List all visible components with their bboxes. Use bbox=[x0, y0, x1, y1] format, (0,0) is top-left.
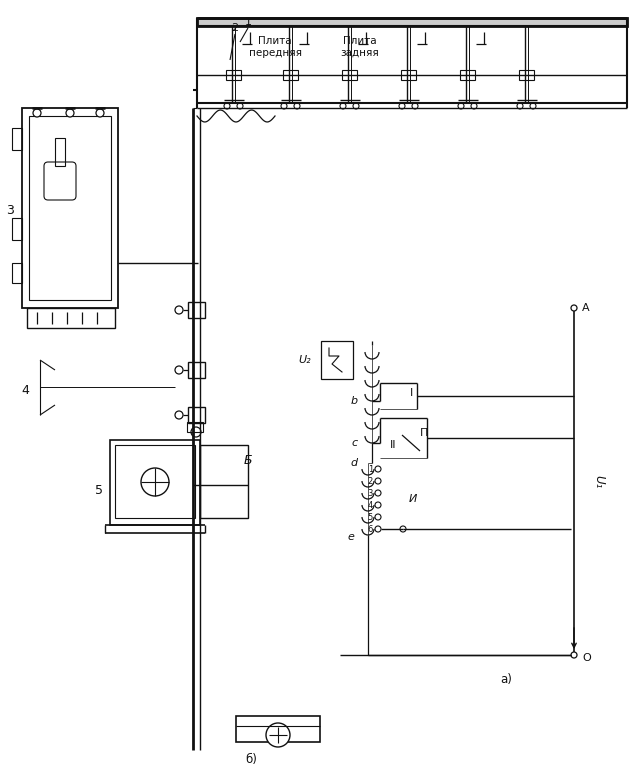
Circle shape bbox=[375, 478, 381, 484]
Circle shape bbox=[96, 109, 104, 117]
Text: И: И bbox=[409, 494, 417, 504]
Text: I: I bbox=[410, 388, 413, 398]
Text: а): а) bbox=[500, 673, 512, 686]
Bar bbox=[22, 108, 118, 308]
Text: Плита
задняя: Плита задняя bbox=[341, 36, 380, 58]
Bar bbox=[283, 70, 298, 80]
Text: 4: 4 bbox=[367, 500, 373, 510]
Circle shape bbox=[33, 109, 41, 117]
Circle shape bbox=[175, 306, 183, 314]
Bar bbox=[12, 218, 22, 240]
Bar bbox=[110, 440, 200, 525]
Circle shape bbox=[458, 103, 464, 109]
Bar bbox=[115, 445, 195, 518]
Bar bbox=[197, 18, 627, 26]
Circle shape bbox=[294, 103, 300, 109]
Bar bbox=[226, 70, 241, 80]
Text: 5: 5 bbox=[95, 483, 103, 496]
Text: 1: 1 bbox=[367, 465, 373, 473]
Text: б): б) bbox=[245, 753, 257, 767]
Circle shape bbox=[266, 723, 290, 747]
Text: 2: 2 bbox=[232, 23, 239, 33]
Bar bbox=[460, 70, 475, 80]
Circle shape bbox=[141, 468, 169, 496]
Bar bbox=[342, 70, 357, 80]
Text: U₁: U₁ bbox=[592, 475, 605, 488]
Bar bbox=[188, 362, 205, 378]
Bar bbox=[187, 422, 203, 432]
Text: Плита
передняя: Плита передняя bbox=[248, 36, 302, 58]
Text: b: b bbox=[351, 396, 358, 406]
Bar bbox=[188, 302, 205, 318]
Circle shape bbox=[517, 103, 523, 109]
Circle shape bbox=[412, 103, 418, 109]
Bar bbox=[12, 263, 22, 283]
Bar bbox=[519, 70, 534, 80]
Circle shape bbox=[400, 526, 406, 532]
Text: e: e bbox=[347, 532, 354, 542]
Text: П: П bbox=[420, 428, 428, 438]
Bar bbox=[200, 445, 248, 518]
Circle shape bbox=[375, 514, 381, 520]
Text: 5: 5 bbox=[367, 513, 373, 522]
Text: c: c bbox=[352, 438, 358, 448]
Circle shape bbox=[471, 103, 477, 109]
Text: 6: 6 bbox=[367, 524, 373, 533]
Text: 4: 4 bbox=[21, 384, 29, 397]
Circle shape bbox=[375, 526, 381, 532]
Bar bbox=[12, 128, 22, 150]
Circle shape bbox=[175, 366, 183, 374]
Bar bbox=[55, 138, 65, 166]
Text: O: O bbox=[582, 653, 591, 663]
Text: II: II bbox=[390, 440, 396, 450]
Circle shape bbox=[571, 652, 577, 658]
Circle shape bbox=[224, 103, 230, 109]
Circle shape bbox=[399, 103, 405, 109]
Text: 3: 3 bbox=[6, 204, 14, 216]
Bar bbox=[29, 116, 111, 300]
Bar bbox=[188, 407, 205, 423]
Text: 3: 3 bbox=[367, 489, 373, 497]
Circle shape bbox=[175, 411, 183, 419]
Bar bbox=[27, 308, 115, 328]
Bar bbox=[321, 341, 353, 379]
Circle shape bbox=[375, 490, 381, 496]
Circle shape bbox=[530, 103, 536, 109]
Circle shape bbox=[353, 103, 359, 109]
Circle shape bbox=[191, 427, 201, 437]
Text: Б: Б bbox=[244, 453, 252, 466]
Circle shape bbox=[281, 103, 287, 109]
Circle shape bbox=[66, 109, 74, 117]
Circle shape bbox=[237, 103, 243, 109]
Bar bbox=[236, 716, 320, 742]
Text: U₂: U₂ bbox=[299, 355, 311, 365]
Circle shape bbox=[571, 305, 577, 311]
Text: 1: 1 bbox=[244, 17, 251, 27]
Text: 2: 2 bbox=[367, 476, 373, 486]
Circle shape bbox=[375, 502, 381, 508]
Circle shape bbox=[375, 466, 381, 472]
Circle shape bbox=[340, 103, 346, 109]
Text: d: d bbox=[351, 458, 358, 468]
Bar bbox=[401, 70, 416, 80]
Text: A: A bbox=[582, 303, 590, 313]
